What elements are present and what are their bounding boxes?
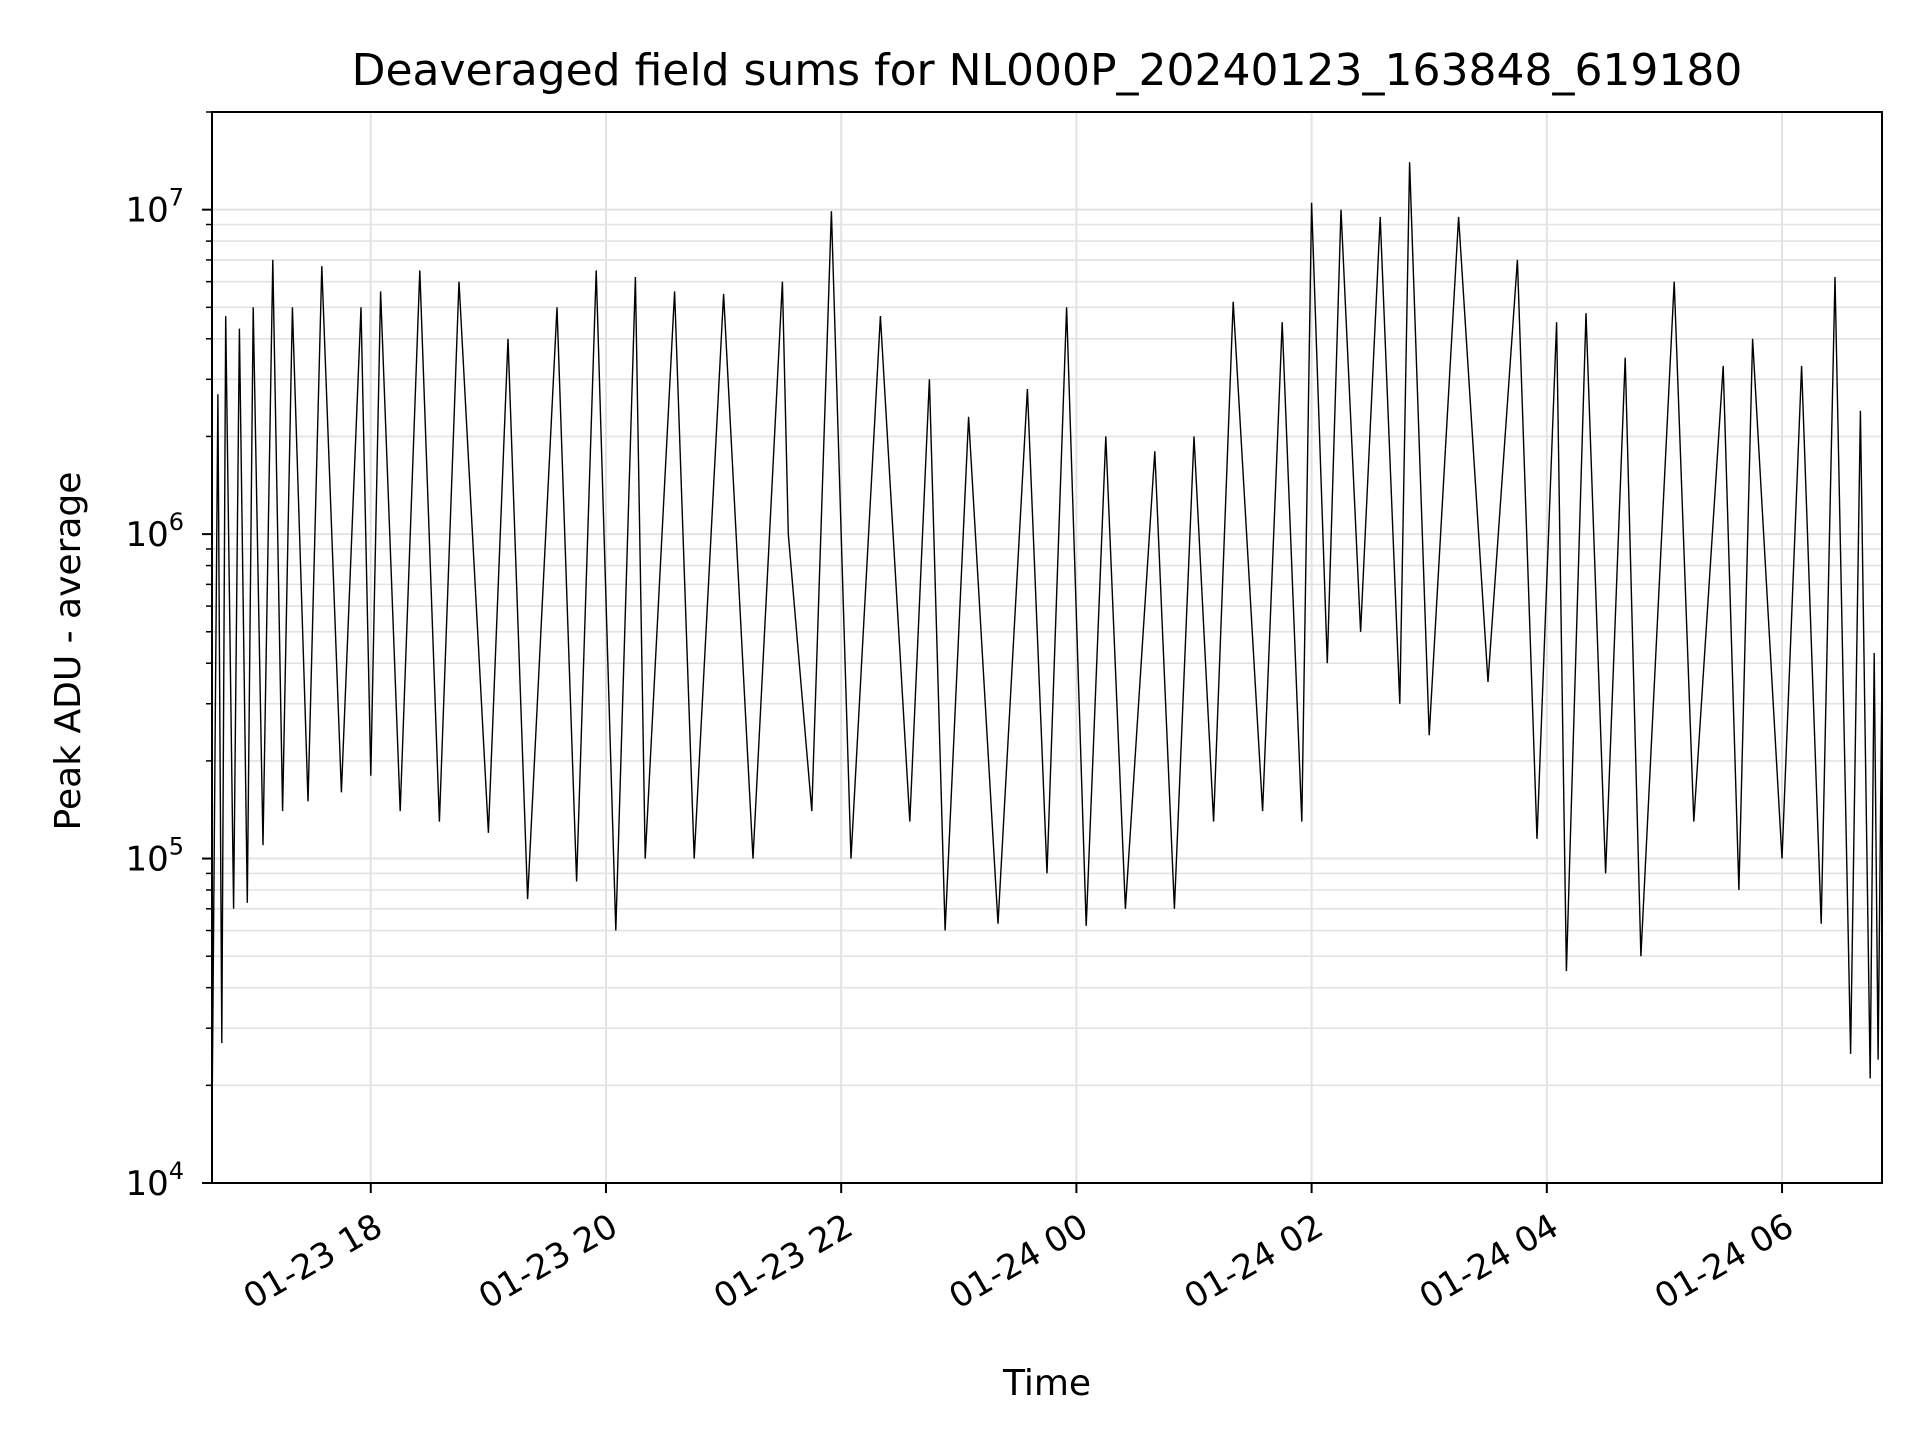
chart-title: Deaveraged field sums for NL000P_2024012… [352, 45, 1743, 96]
series-line [211, 162, 1883, 1126]
y-tick-label: 106 [125, 508, 184, 555]
y-axis-label: Peak ADU - average [48, 472, 89, 831]
series-layer [211, 162, 1883, 1126]
y-tick-label: 107 [125, 184, 184, 231]
y-tick-label: 104 [125, 1157, 184, 1204]
plot-frame [211, 111, 1883, 1184]
x-axis-label: Time [1002, 1363, 1091, 1404]
y-tick-label: 105 [125, 833, 184, 880]
